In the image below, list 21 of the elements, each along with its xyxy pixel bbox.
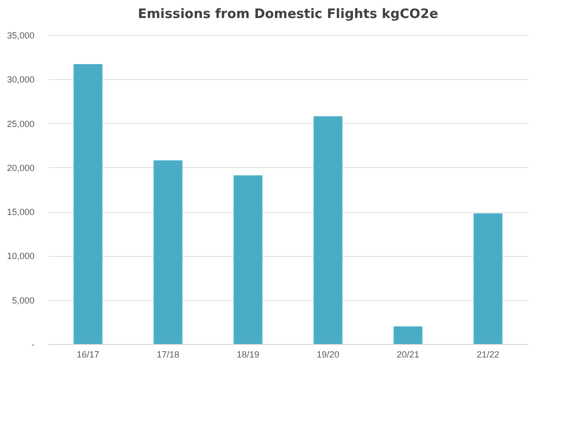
- x-tick-label: 18/19: [236, 350, 260, 360]
- y-tick-label: 15,000: [6, 207, 34, 218]
- y-tick-label: 30,000: [6, 74, 34, 85]
- chart-title: Emissions from Domestic Flights kgCO2e: [138, 7, 438, 22]
- bar: [234, 175, 262, 344]
- x-tick-label: 16/17: [76, 350, 100, 360]
- y-tick-label: 20,000: [6, 162, 34, 173]
- bar: [74, 64, 102, 344]
- x-tick-label: 20/21: [396, 350, 420, 360]
- y-tick-label: 10,000: [6, 251, 34, 262]
- x-tick-label: 17/18: [156, 350, 180, 360]
- y-tick-label: 35,000: [6, 30, 34, 40]
- y-tick-label: 25,000: [6, 118, 34, 129]
- bar: [154, 160, 182, 344]
- bar: [394, 326, 422, 344]
- bar: [474, 213, 502, 344]
- x-tick-label: 21/22: [476, 350, 500, 360]
- bar: [314, 116, 342, 344]
- x-tick-label: 19/20: [316, 350, 340, 360]
- y-tick-label: 5,000: [12, 295, 34, 306]
- y-tick-label: -: [32, 340, 34, 350]
